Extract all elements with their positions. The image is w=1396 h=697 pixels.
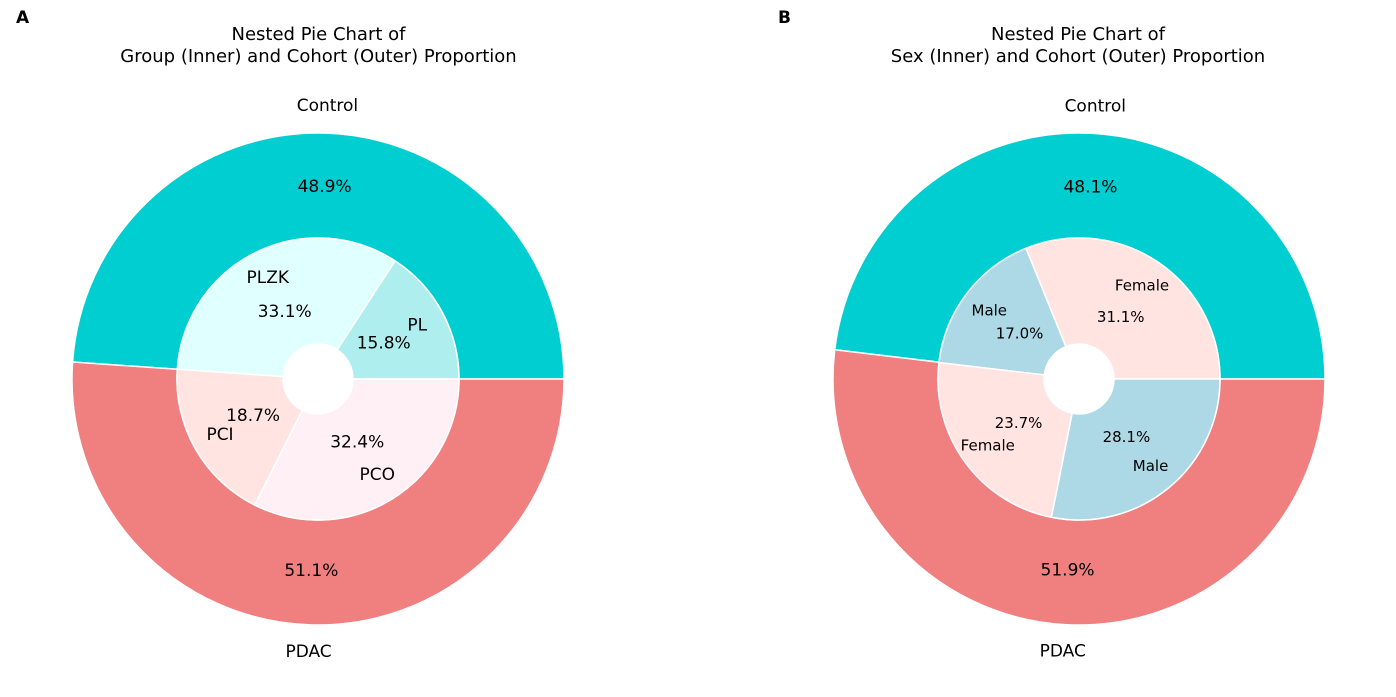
inner-slice-label: PLZK bbox=[246, 268, 289, 288]
chart-title-line-2: Group (Inner) and Cohort (Outer) Proport… bbox=[120, 46, 517, 67]
inner-slice-pct-label: 23.7% bbox=[995, 414, 1043, 432]
inner-slice-label: Female bbox=[1115, 276, 1169, 294]
outer-slice-pct-label: 51.9% bbox=[1041, 561, 1095, 581]
outer-slice-pct-label: 48.9% bbox=[298, 177, 352, 197]
inner-slice bbox=[176, 237, 397, 378]
nested-pie-chart-b: Control 48.1% PDAC 51.9% Female 31.1% Male 17.0… bbox=[832, 96, 1326, 662]
inner-slice bbox=[938, 247, 1067, 376]
panel-b: B Nested Pie Chart of Sex (Inner) and Co… bbox=[698, 0, 1396, 697]
chart-title-line-2: Sex (Inner) and Cohort (Outer) Proportio… bbox=[890, 46, 1266, 67]
chart-title-line-1: Nested Pie Chart of bbox=[991, 24, 1165, 45]
inner-slice-label: PCO bbox=[359, 465, 395, 485]
inner-slice-label: Male bbox=[972, 302, 1008, 320]
inner-slice-pct-label: 17.0% bbox=[996, 325, 1044, 343]
outer-slice-label: PDAC bbox=[1040, 642, 1086, 662]
inner-slice-pct-label: 31.1% bbox=[1097, 308, 1145, 326]
outer-slice-label: Control bbox=[297, 96, 358, 116]
inner-slice-pct-label: 18.7% bbox=[226, 406, 280, 426]
inner-slice-pct-label: 32.4% bbox=[330, 433, 384, 453]
inner-slice-pct-label: 28.1% bbox=[1103, 428, 1151, 446]
outer-slice-label: PDAC bbox=[285, 642, 331, 662]
inner-slice-pct-label: 15.8% bbox=[357, 333, 411, 353]
inner-slice-label: Female bbox=[961, 436, 1015, 454]
inner-slice-label: PL bbox=[407, 315, 427, 335]
inner-slice-pct-label: 33.1% bbox=[258, 302, 312, 322]
inner-slice bbox=[336, 259, 460, 380]
inner-slice bbox=[1050, 378, 1221, 521]
inner-slice-label: PCI bbox=[206, 425, 233, 445]
outer-slice-label: Control bbox=[1065, 96, 1126, 116]
panel-a: A Nested Pie Chart of Group (Inner) and … bbox=[0, 8, 637, 662]
outer-slice-pct-label: 48.1% bbox=[1063, 177, 1117, 197]
panel-letter: A bbox=[16, 8, 30, 28]
inner-slice bbox=[1025, 237, 1221, 380]
inner-slice bbox=[937, 361, 1074, 519]
chart-title: Nested Pie Chart of Sex (Inner) and Coho… bbox=[758, 24, 1396, 68]
inner-slice bbox=[253, 378, 460, 521]
chart-title: Nested Pie Chart of Group (Inner) and Co… bbox=[0, 24, 637, 68]
chart-title-line-1: Nested Pie Chart of bbox=[231, 24, 406, 45]
inner-slice-label: Male bbox=[1133, 457, 1169, 475]
panel-letter: B bbox=[778, 8, 791, 28]
outer-slice-pct-label: 51.1% bbox=[284, 561, 338, 581]
